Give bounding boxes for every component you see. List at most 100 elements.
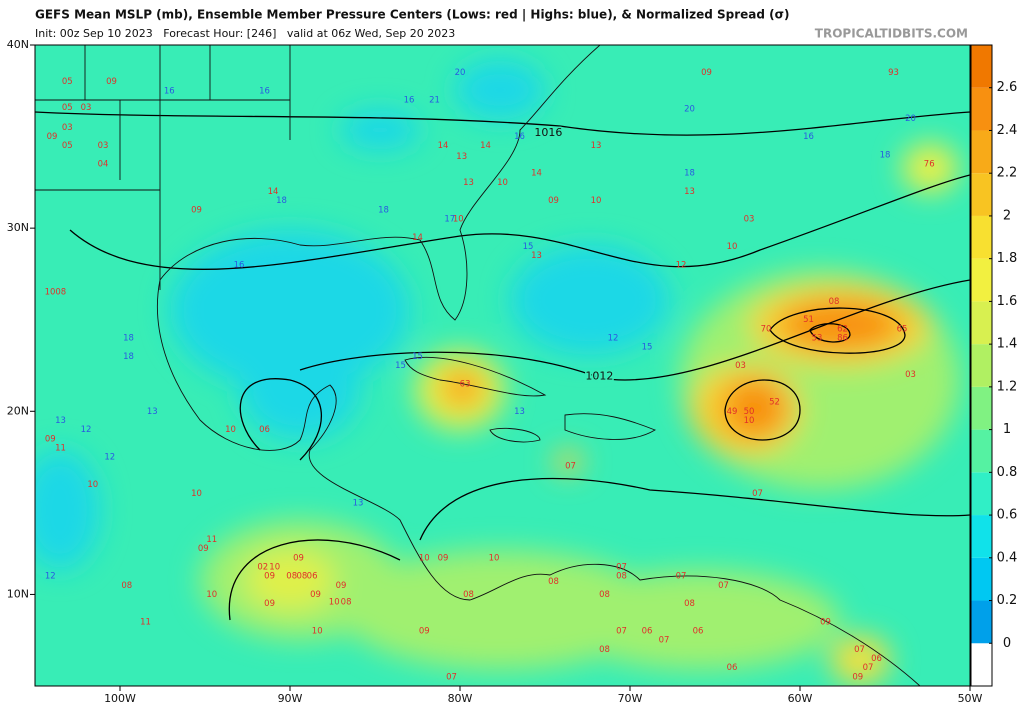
low-center: 50: [744, 407, 755, 417]
high-center: 13: [514, 407, 525, 417]
colorbar-band: [971, 557, 992, 601]
low-center: 05: [62, 141, 73, 151]
low-center: 11: [55, 443, 66, 453]
low-center: 13: [684, 187, 695, 197]
low-center: 08: [121, 581, 132, 591]
low-center: 08: [616, 572, 627, 582]
high-center: 16: [514, 132, 525, 142]
low-center: 05: [62, 77, 73, 87]
low-center: 08: [548, 577, 559, 587]
low-center: 10: [269, 562, 280, 572]
low-center: 07: [718, 581, 729, 591]
low-center: 09: [106, 77, 117, 87]
low-center: 06: [642, 627, 653, 637]
isobars: [35, 111, 970, 621]
low-center: 52: [769, 398, 780, 408]
y-tick-label: 40N: [7, 38, 29, 51]
low-center: 07: [752, 489, 763, 499]
low-center: 10: [225, 425, 236, 435]
low-center: 86: [837, 334, 848, 344]
y-tick-label: 20N: [7, 404, 29, 417]
low-center: 08: [829, 297, 840, 307]
low-center: 14: [480, 141, 491, 151]
subtitle: Init: 00z Sep 10 2023 Forecast Hour: [24…: [35, 27, 455, 40]
high-center: 20: [684, 105, 695, 115]
low-center: 06: [693, 627, 704, 637]
low-center: 10: [453, 214, 464, 224]
low-center: 12: [676, 260, 687, 270]
low-center: 07: [565, 462, 576, 472]
low-center: 10: [191, 489, 202, 499]
low-center: 07: [863, 663, 874, 673]
y-tick-label: 10N: [7, 587, 29, 600]
low-center: 09: [852, 672, 863, 682]
low-center: 06: [727, 663, 738, 673]
colorbar-tick-label: 0.8: [997, 465, 1018, 480]
low-center: 03: [744, 214, 755, 224]
low-center: 10: [312, 627, 323, 637]
low-center: 09: [310, 590, 321, 600]
low-center: 49: [727, 407, 738, 417]
spread-field: [35, 45, 970, 686]
high-center: 12: [81, 425, 92, 435]
low-center: 06: [871, 654, 882, 664]
title: GEFS Mean MSLP (mb), Ensemble Member Pre…: [35, 8, 789, 22]
low-center: 09: [191, 205, 202, 215]
isobar-label: 1016: [534, 126, 562, 139]
low-center: 70: [761, 324, 772, 334]
low-center: 09: [701, 68, 712, 78]
colorbar-band: [971, 45, 992, 88]
colorbar-tick-label: 0.2: [997, 593, 1018, 608]
low-center: 06: [307, 572, 318, 582]
colorbar-band: [971, 87, 992, 131]
low-center: 10: [744, 416, 755, 426]
low-center: 10: [329, 597, 340, 607]
low-center: 03: [735, 361, 746, 371]
coastlines: [35, 45, 921, 686]
high-center: 18: [123, 352, 134, 362]
colorbar-tick-label: 2.2: [997, 166, 1018, 181]
low-center: 1008: [45, 288, 67, 298]
low-center: 08: [341, 597, 352, 607]
low-center: 14: [412, 233, 423, 243]
map-frame: [34, 44, 971, 687]
high-center: 15: [642, 343, 653, 353]
high-center: 15: [395, 361, 406, 371]
low-center: 08: [684, 599, 695, 609]
low-center: 07: [854, 645, 865, 655]
high-center: 15: [412, 352, 423, 362]
low-center: 09: [419, 627, 430, 637]
isobar-label: 1012: [585, 369, 613, 382]
low-center: 08: [599, 645, 610, 655]
low-center: 09: [293, 553, 304, 563]
low-center: 09: [47, 132, 58, 142]
colorbar-tick-label: 0: [1003, 636, 1011, 651]
low-center: 09: [45, 434, 56, 444]
low-center: 02: [257, 562, 268, 572]
colorbar-tick-label: 1.8: [997, 251, 1018, 266]
low-center: 05: [62, 103, 73, 113]
colorbar-tick-label: 2.4: [997, 123, 1018, 138]
high-center: 17: [444, 214, 455, 224]
high-center: 18: [684, 169, 695, 179]
low-center: 09: [438, 553, 449, 563]
colorbar-band: [971, 130, 992, 174]
high-center: 20: [905, 114, 916, 124]
low-center: 13: [463, 178, 474, 188]
low-center: 03: [81, 103, 92, 113]
low-center: 09: [548, 196, 559, 206]
colorbar-tick-label: 0.4: [997, 550, 1018, 565]
colorbar-band: [971, 429, 992, 473]
colorbar-band: [971, 643, 992, 686]
low-center: 13: [531, 251, 542, 261]
low-center: 09: [264, 599, 275, 609]
low-center: 14: [531, 169, 542, 179]
low-center: 93: [888, 68, 899, 78]
low-center: 07: [446, 672, 457, 682]
low-center: 51: [803, 315, 814, 325]
high-center: 21: [429, 95, 440, 105]
low-center: 10: [727, 242, 738, 252]
y-tick-label: 30N: [7, 221, 29, 234]
high-center: 18: [276, 196, 287, 206]
